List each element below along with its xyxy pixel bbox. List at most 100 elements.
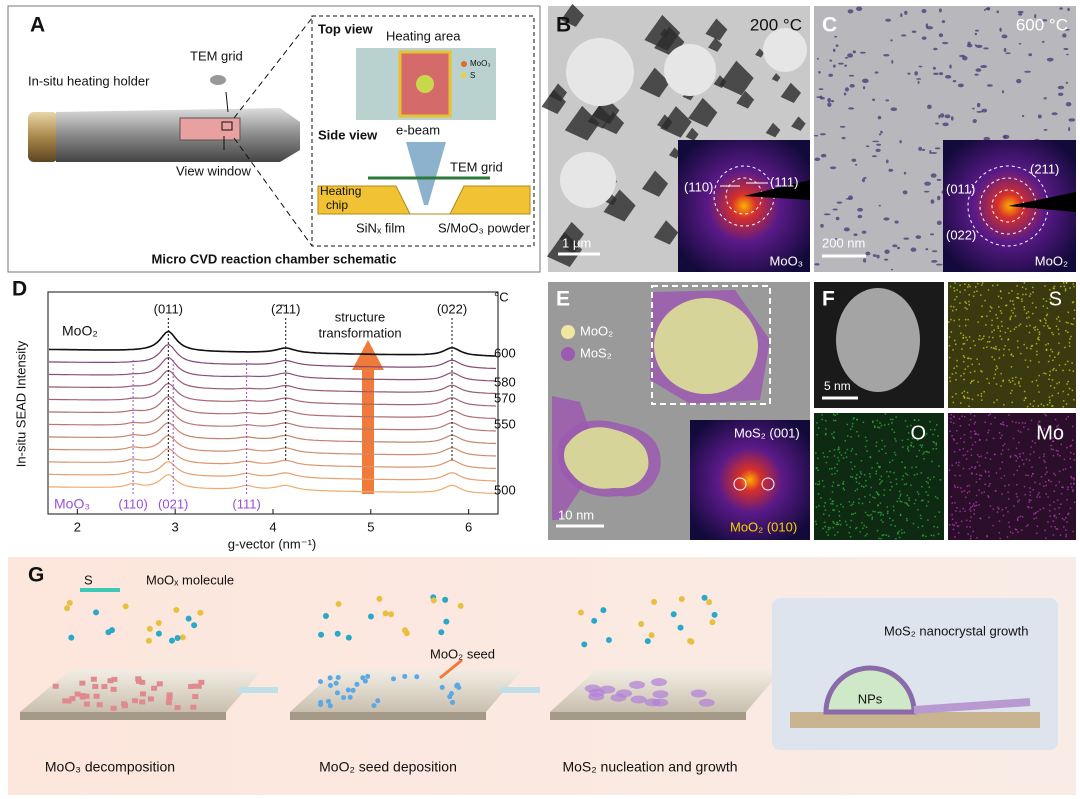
phase: MoO₂: [1035, 253, 1068, 268]
particle: [891, 60, 894, 64]
signal: [910, 442, 913, 444]
particle: [832, 64, 836, 68]
signal: [880, 424, 883, 427]
signal: [827, 528, 830, 531]
signal: [1042, 507, 1045, 510]
signal: [959, 284, 961, 287]
molecule: [173, 607, 180, 614]
signal: [876, 419, 879, 422]
moo3-crystal: [195, 683, 202, 689]
signal: [832, 481, 835, 484]
signal: [964, 324, 967, 327]
signal: [991, 324, 993, 326]
signal: [974, 467, 976, 470]
signal: [1057, 427, 1059, 430]
signal: [969, 371, 972, 374]
particle: [985, 7, 990, 11]
signal: [995, 472, 998, 474]
legend-dot: [461, 73, 466, 78]
signal: [1053, 367, 1055, 370]
molecule: [651, 598, 658, 605]
signal: [1009, 317, 1011, 319]
text: chip: [326, 198, 348, 212]
signal: [899, 514, 902, 517]
signal: [896, 532, 899, 534]
moo2-seed: [327, 703, 333, 709]
signal: [993, 329, 995, 331]
particle: [829, 59, 833, 62]
signal: [878, 426, 881, 429]
signal: [829, 498, 832, 500]
signal: [832, 520, 834, 523]
signal: [938, 511, 941, 513]
signal: [984, 299, 986, 302]
particle: [1063, 47, 1069, 51]
crystal: [564, 238, 580, 254]
signal: [1049, 401, 1051, 404]
signal: [952, 528, 955, 531]
signal: [1039, 496, 1041, 498]
signal: [882, 514, 884, 516]
signal: [1045, 300, 1048, 302]
signal: [980, 455, 982, 458]
signal: [1013, 307, 1016, 310]
particle: [835, 216, 840, 221]
particle: [952, 79, 957, 83]
signal: [935, 444, 938, 446]
signal: [927, 500, 930, 503]
particle: [1002, 134, 1010, 140]
signal: [1053, 287, 1055, 290]
signal: [874, 497, 876, 499]
particle: [848, 74, 855, 77]
signal: [997, 506, 999, 509]
signal: [978, 504, 980, 506]
signal: [865, 485, 867, 487]
moo3-crystal: [74, 691, 81, 697]
signal: [1045, 319, 1047, 322]
crystal: [688, 97, 718, 128]
signal: [985, 346, 988, 348]
signal: [1070, 335, 1072, 338]
signal: [881, 439, 883, 442]
signal: [846, 423, 849, 426]
text: S: [470, 71, 475, 80]
text: S: [84, 572, 93, 587]
signal: [1016, 469, 1018, 472]
signal: [855, 481, 858, 483]
fft-label: MoO₂ (010): [730, 519, 797, 534]
signal: [903, 483, 906, 486]
particle: [1067, 7, 1070, 12]
plate: [550, 670, 782, 720]
signal: [968, 424, 971, 426]
signal: [1024, 359, 1027, 361]
moo3-crystal: [147, 696, 154, 702]
text: MoO₃: [470, 59, 491, 68]
signal: [831, 433, 833, 435]
signal: [997, 327, 1000, 329]
signal: [971, 473, 973, 475]
signal: [975, 481, 978, 483]
signal: [989, 310, 991, 313]
moo2-seed: [402, 673, 408, 679]
signal: [1031, 472, 1034, 475]
signal: [879, 422, 881, 424]
signal: [1008, 348, 1010, 351]
crystal: [771, 73, 781, 82]
signal: [823, 485, 825, 488]
crystal: [560, 3, 584, 27]
particle: [890, 39, 893, 42]
signal: [991, 331, 993, 333]
signal: [902, 475, 904, 477]
signal: [960, 520, 963, 523]
signal: [986, 452, 988, 454]
signal: [987, 414, 990, 417]
signal: [875, 470, 878, 472]
signal: [977, 433, 980, 436]
signal: [986, 315, 988, 317]
signal: [908, 497, 910, 499]
signal: [993, 358, 996, 361]
signal: [1010, 366, 1013, 368]
signal: [1053, 472, 1055, 475]
signal: [920, 472, 923, 474]
signal: [927, 482, 929, 484]
